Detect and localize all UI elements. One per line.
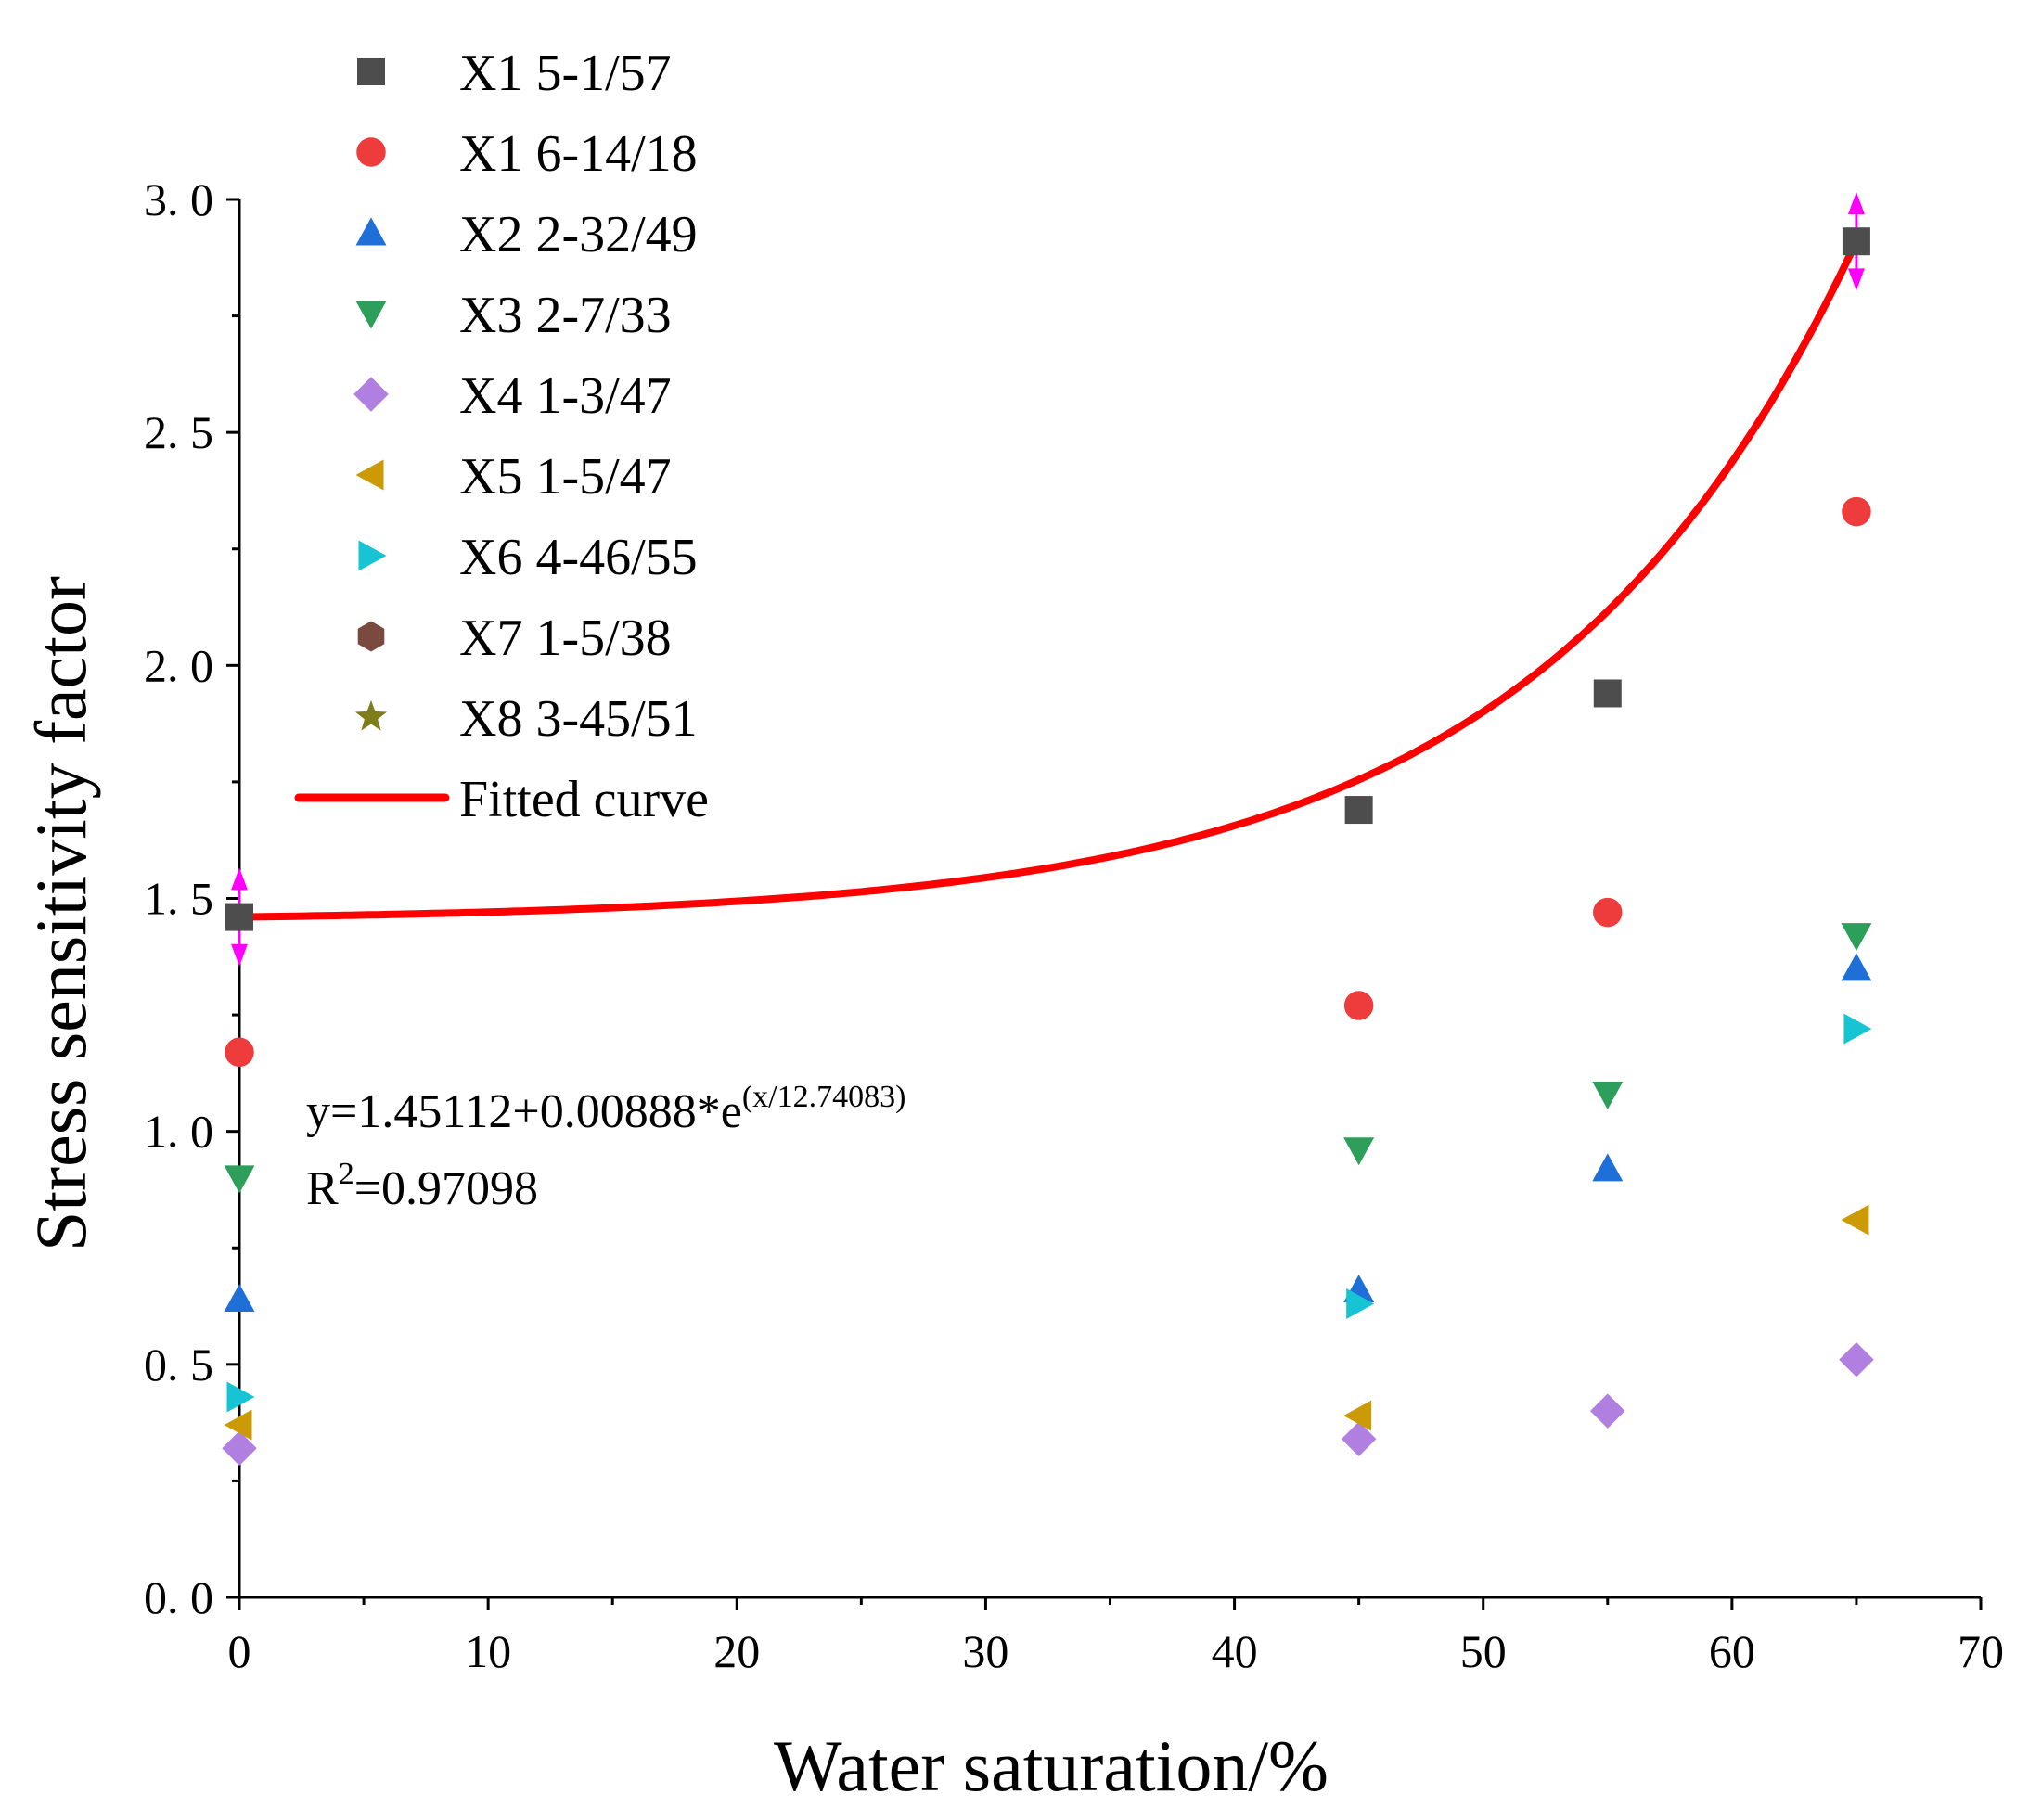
- r2-prefix: R: [306, 1162, 339, 1215]
- legend-label-fit: Fitted curve: [459, 771, 709, 828]
- legend-label: X1 5-1/57: [459, 45, 672, 102]
- legend: X1 5-1/57 X1 6-14/18 X2 2-32/49 X3 2-7/33 X4…: [294, 45, 709, 828]
- y-tick-label: 1. 5: [144, 873, 213, 925]
- legend-label: X2 2-32/49: [459, 206, 698, 263]
- y-tick-label: 1. 0: [144, 1106, 213, 1158]
- legend-marker: [355, 301, 387, 329]
- x-axis-title: Water saturation/%: [774, 1725, 1329, 1806]
- x-tick-label: 0: [228, 1625, 251, 1677]
- x-tick-label: 50: [1460, 1625, 1507, 1677]
- x-tick-label: 30: [962, 1625, 1008, 1677]
- data-point: [1344, 796, 1373, 825]
- r2-superscript: 2: [339, 1157, 354, 1191]
- data-point: [1343, 1400, 1372, 1431]
- r2-value: =0.97098: [354, 1162, 538, 1215]
- legend-marker: [354, 700, 388, 731]
- data-point: [224, 1409, 252, 1441]
- data-point: [1593, 679, 1622, 708]
- data-point: [1592, 1153, 1624, 1182]
- legend-marker: [355, 459, 384, 491]
- y-tick-label: 3. 0: [144, 173, 213, 225]
- data-point: [1343, 1137, 1375, 1166]
- fit-equation-exponent: (x/12.74083): [742, 1080, 906, 1114]
- data-point: [225, 903, 253, 931]
- data-point: [1841, 923, 1872, 952]
- data-point: [1341, 1421, 1377, 1456]
- y-tick-label: 0. 5: [144, 1339, 213, 1391]
- legend-label: X4 1-3/47: [459, 367, 672, 425]
- x-tick-label: 60: [1709, 1625, 1755, 1677]
- data-point: [224, 1165, 255, 1194]
- x-tick-label: 10: [465, 1625, 511, 1677]
- error-range-arrow-down: [1847, 268, 1865, 291]
- data-point: [224, 1284, 255, 1313]
- data-point: [222, 1430, 257, 1467]
- legend-marker: [355, 217, 387, 246]
- data-point: [226, 1381, 255, 1413]
- data-point: [1593, 897, 1623, 928]
- legend-marker: [357, 58, 385, 85]
- legend-label: X8 3-45/51: [459, 690, 698, 748]
- legend-label: X6 4-46/55: [459, 529, 698, 586]
- data-point: [1841, 953, 1872, 981]
- ticks: 0 10 20 30 40 50 60 70 0. 0 0. 5 1. 0 1. 5 2. 0 2. 5 3…: [144, 173, 2004, 1677]
- data-point: [1346, 1288, 1375, 1320]
- data-point: [1592, 1081, 1624, 1109]
- data-point: [1843, 1013, 1872, 1045]
- error-layer: [231, 192, 1865, 967]
- data-point: [1590, 1393, 1625, 1429]
- legend-label: X5 1-5/47: [459, 448, 672, 506]
- data-point: [1839, 1342, 1874, 1378]
- legend-marker: [356, 137, 386, 167]
- error-range-arrow-up: [1847, 192, 1865, 214]
- y-axis-title: Stress sensitivity factor: [20, 576, 101, 1251]
- legend-marker: [357, 621, 385, 652]
- data-point: [1841, 1204, 1869, 1236]
- fit-equation-main: y=1.45112+0.00888*e: [306, 1085, 742, 1138]
- y-tick-label: 2. 0: [144, 639, 213, 691]
- y-tick-label: 2. 5: [144, 406, 213, 458]
- x-tick-label: 20: [713, 1625, 760, 1677]
- fitted-curve: [236, 237, 1860, 921]
- points-layer: [222, 227, 1874, 1467]
- y-tick-label: 0. 0: [144, 1571, 213, 1623]
- legend-label: X7 1-5/38: [459, 609, 672, 667]
- legend-marker: [358, 540, 387, 571]
- x-tick-label: 70: [1958, 1625, 2004, 1677]
- legend-label: X3 2-7/33: [459, 287, 672, 344]
- legend-label: X1 6-14/18: [459, 125, 698, 183]
- legend-marker: [353, 377, 389, 412]
- error-range-arrow-down: [231, 943, 248, 967]
- data-point: [1842, 227, 1870, 256]
- error-range-arrow-up: [231, 867, 248, 891]
- data-point: [1842, 496, 1871, 527]
- x-tick-label: 40: [1212, 1625, 1258, 1677]
- data-point: [1343, 991, 1374, 1020]
- fit-equation: y=1.45112+0.00888*e(x/12.74083): [306, 1080, 905, 1138]
- fit-r-squared: R2=0.97098: [306, 1157, 538, 1215]
- fit-layer: [236, 237, 1860, 921]
- data-point: [225, 1037, 254, 1068]
